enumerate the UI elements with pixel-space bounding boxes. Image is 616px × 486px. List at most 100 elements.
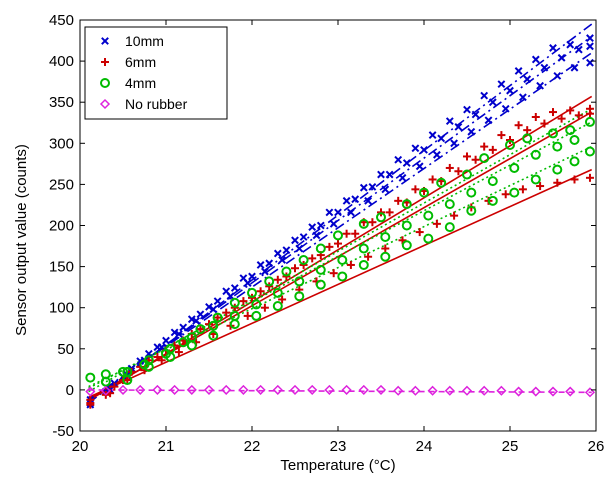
data-point-series-2-71 [569, 156, 580, 167]
data-point-series-2-20 [462, 169, 472, 180]
data-point-series-2-45 [487, 176, 498, 187]
data-point-series-0-28 [566, 40, 575, 49]
data-point-series-2-23 [522, 133, 533, 144]
data-point-series-2-26 [584, 116, 595, 127]
data-point-series-2-6 [195, 324, 206, 335]
data-point-series-2-7 [212, 312, 223, 323]
data-point-series-1-36 [196, 325, 205, 334]
data-point-series-3-3 [135, 384, 146, 395]
data-point-series-2-66 [466, 205, 477, 216]
x-axis-label: Temperature (°C) [280, 457, 395, 474]
data-point-series-2-34 [251, 299, 262, 310]
data-point-series-0-12 [291, 236, 299, 245]
data-point-series-2-55 [229, 319, 240, 330]
data-point-series-0-53 [488, 98, 497, 107]
x-tick-label-3: 23 [330, 438, 347, 455]
data-point-series-0-75 [346, 208, 355, 217]
data-point-series-2-13 [315, 243, 326, 254]
data-point-series-0-71 [278, 256, 287, 264]
data-point-series-2-40 [380, 232, 391, 243]
data-point-series-3-13 [307, 384, 318, 395]
data-point-series-2-29 [143, 355, 154, 366]
data-point-series-2-8 [229, 297, 240, 308]
data-point-series-2-59 [315, 279, 326, 290]
data-point-series-0-70 [260, 267, 269, 276]
data-point-series-1-23 [480, 142, 489, 151]
data-point-series-2-43 [444, 199, 455, 210]
x-tick-label-2: 22 [244, 438, 261, 455]
data-point-series-2-15 [358, 218, 369, 229]
legend-label-2: 4mm [125, 75, 156, 91]
data-point-series-0-54 [506, 86, 514, 95]
data-point-series-0-18 [394, 155, 403, 164]
data-point-series-1-45 [351, 229, 360, 238]
data-point-series-3-8 [221, 384, 232, 395]
data-point-series-0-85 [518, 93, 527, 102]
data-point-series-3-5 [169, 384, 180, 395]
legend-label-3: No rubber [125, 96, 188, 112]
data-point-series-0-52 [471, 110, 480, 119]
data-point-series-0-16 [359, 183, 368, 192]
data-point-series-2-19 [436, 177, 447, 188]
data-point-series-1-11 [273, 275, 282, 284]
data-point-series-1-47 [385, 208, 394, 217]
data-point-series-2-51 [143, 361, 154, 372]
data-point-series-1-60 [86, 400, 95, 409]
data-point-series-1-9 [239, 297, 248, 306]
data-point-series-0-74 [329, 219, 338, 228]
data-point-series-0-46 [368, 182, 377, 191]
data-point-series-0-43 [316, 221, 325, 230]
y-tick-label-3: 100 [49, 300, 74, 317]
data-point-series-1-62 [123, 376, 132, 385]
data-point-series-0-14 [325, 208, 334, 217]
data-point-series-0-73 [312, 231, 321, 240]
data-point-series-1-53 [488, 145, 497, 154]
data-point-series-3-29 [584, 387, 596, 398]
data-point-series-0-59 [586, 42, 594, 51]
data-point-series-3-22 [461, 385, 473, 396]
legend-marker-0 [101, 37, 109, 45]
data-point-series-0-66 [192, 316, 201, 325]
data-point-series-1-21 [445, 163, 454, 172]
data-point-series-2-2 [118, 366, 128, 377]
data-point-series-3-7 [203, 384, 215, 395]
data-point-series-3-14 [324, 384, 335, 395]
data-point-series-0-40 [265, 259, 274, 268]
data-point-series-1-70 [260, 303, 269, 312]
data-point-series-1-86 [536, 182, 545, 191]
legend-label-1: 6mm [125, 54, 156, 70]
data-point-series-0-49 [420, 145, 428, 154]
y-tick-label-2: 50 [57, 341, 74, 358]
y-tick-label-8: 350 [49, 94, 74, 111]
data-point-series-0-51 [454, 122, 463, 131]
data-point-series-1-69 [243, 311, 252, 320]
data-point-series-2-46 [509, 162, 520, 173]
data-point-series-1-8 [222, 308, 231, 317]
data-point-series-0-37 [213, 297, 222, 306]
data-point-series-0-86 [536, 81, 545, 90]
data-point-series-0-50 [437, 134, 446, 143]
data-point-series-0-41 [282, 246, 291, 255]
data-point-series-0-5 [170, 328, 179, 337]
data-point-series-2-64 [423, 233, 434, 244]
data-point-series-2-60 [337, 271, 348, 282]
data-point-series-0-26 [531, 55, 540, 64]
data-point-series-1-89 [585, 173, 594, 182]
data-point-series-1-59 [585, 109, 594, 118]
data-point-series-1-55 [523, 126, 532, 135]
data-point-series-3-18 [393, 385, 404, 396]
data-point-series-0-36 [196, 310, 205, 319]
data-point-series-1-87 [553, 178, 562, 187]
data-point-series-1-64 [157, 356, 166, 365]
fit-line-series-1-2 [88, 168, 593, 399]
data-point-series-3-26 [530, 386, 541, 397]
data-point-series-0-10 [256, 261, 265, 269]
data-point-series-2-25 [565, 125, 576, 136]
data-point-series-1-44 [334, 239, 342, 248]
data-point-series-0-67 [209, 305, 218, 314]
x-tick-label-5: 25 [502, 438, 519, 455]
data-point-series-2-10 [264, 276, 275, 287]
data-point-series-2-32 [208, 320, 219, 331]
data-point-series-1-14 [325, 242, 334, 251]
